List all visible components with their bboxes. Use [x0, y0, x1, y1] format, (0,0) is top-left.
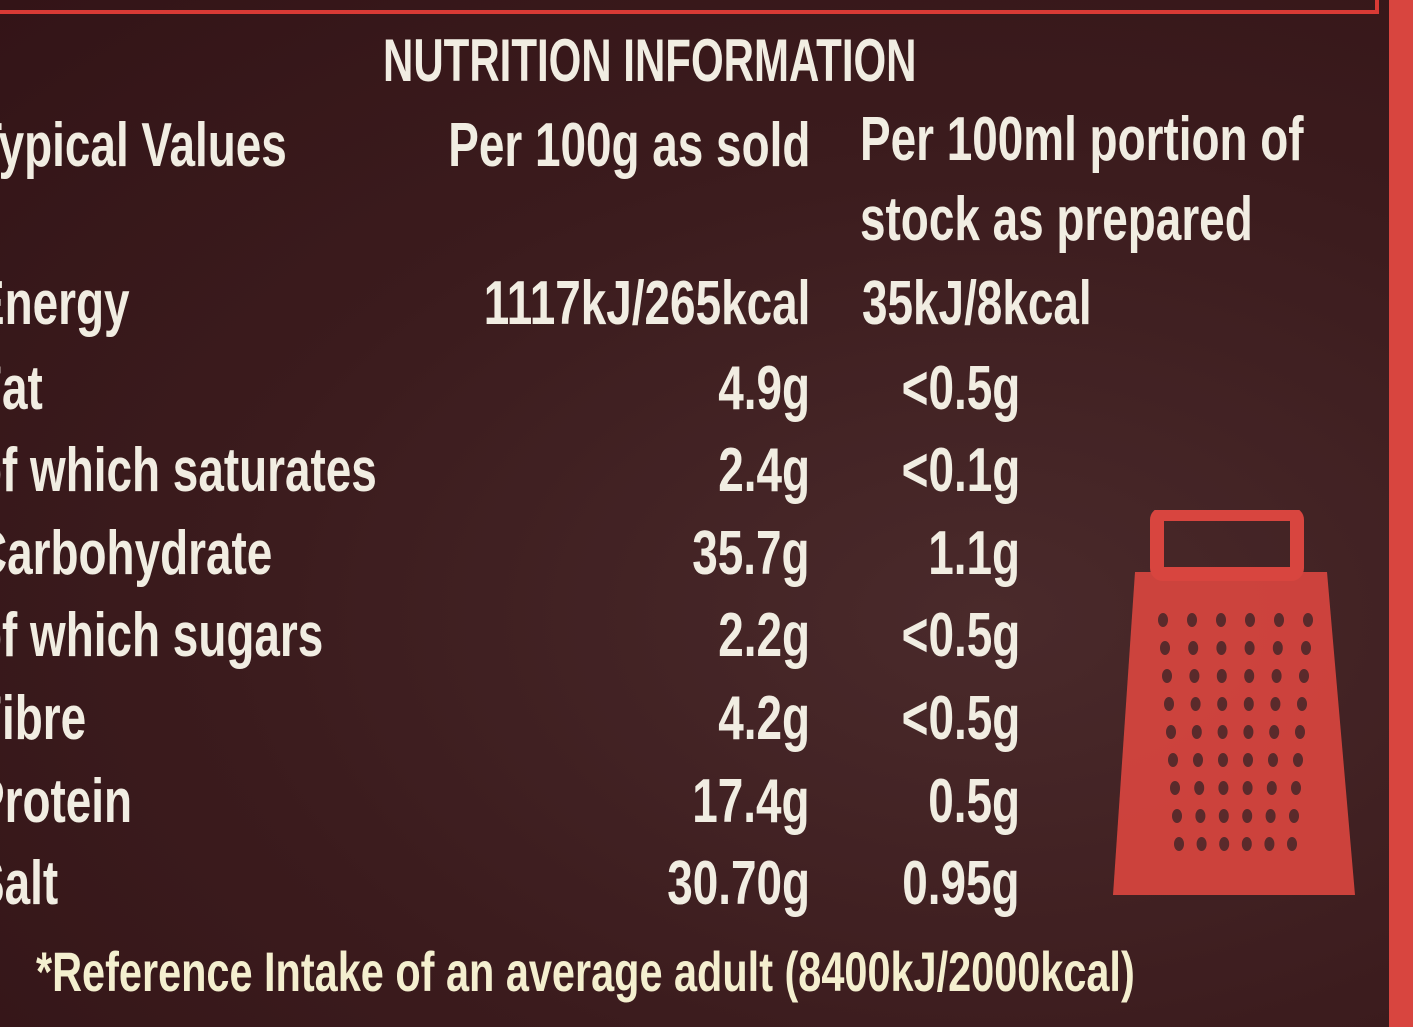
table-cell: 1117kJ/265kcal [483, 269, 810, 338]
table-cell: Protein [0, 767, 133, 836]
table-cell: <0.5g [901, 684, 1020, 753]
table-cell: 35.7g [692, 519, 810, 588]
title: NUTRITION INFORMATION [383, 27, 917, 94]
table-cell: 17.4g [692, 767, 810, 836]
border [1389, 0, 1413, 1027]
table-cell: <0.5g [901, 601, 1020, 670]
table-cell: 35kJ/8kcal [862, 269, 1092, 338]
header-cell: Per 100ml portion of stock as prepared [860, 105, 1304, 254]
table-cell: <0.1g [901, 436, 1020, 505]
table-cell: 2.4g [718, 436, 810, 505]
footnote: *Reference Intake of an average adult (8… [36, 940, 1135, 1003]
grater-icon [1113, 510, 1355, 895]
table-cell: 4.9g [718, 354, 810, 423]
header-cell: Typical Values [0, 111, 287, 180]
table-cell: Salt [0, 849, 59, 918]
table-cell: <0.5g [901, 354, 1020, 423]
table-cell: 1.1g [928, 519, 1020, 588]
table-cell: Energy [0, 269, 130, 338]
table-cell: 0.95g [902, 849, 1020, 918]
table-cell: 2.2g [718, 601, 810, 670]
table-cell: 0.5g [928, 767, 1020, 836]
table-cell: Fibre [0, 684, 87, 753]
table-cell: 4.2g [718, 684, 810, 753]
table-cell: Fat [0, 354, 43, 423]
table-cell: of which saturates [0, 436, 377, 505]
table-cell: 30.70g [667, 849, 810, 918]
table-cell: Carbohydrate [0, 519, 273, 588]
border [0, 0, 1379, 14]
header-cell: Per 100g as sold [447, 111, 810, 180]
table-cell: of which sugars [0, 601, 324, 670]
